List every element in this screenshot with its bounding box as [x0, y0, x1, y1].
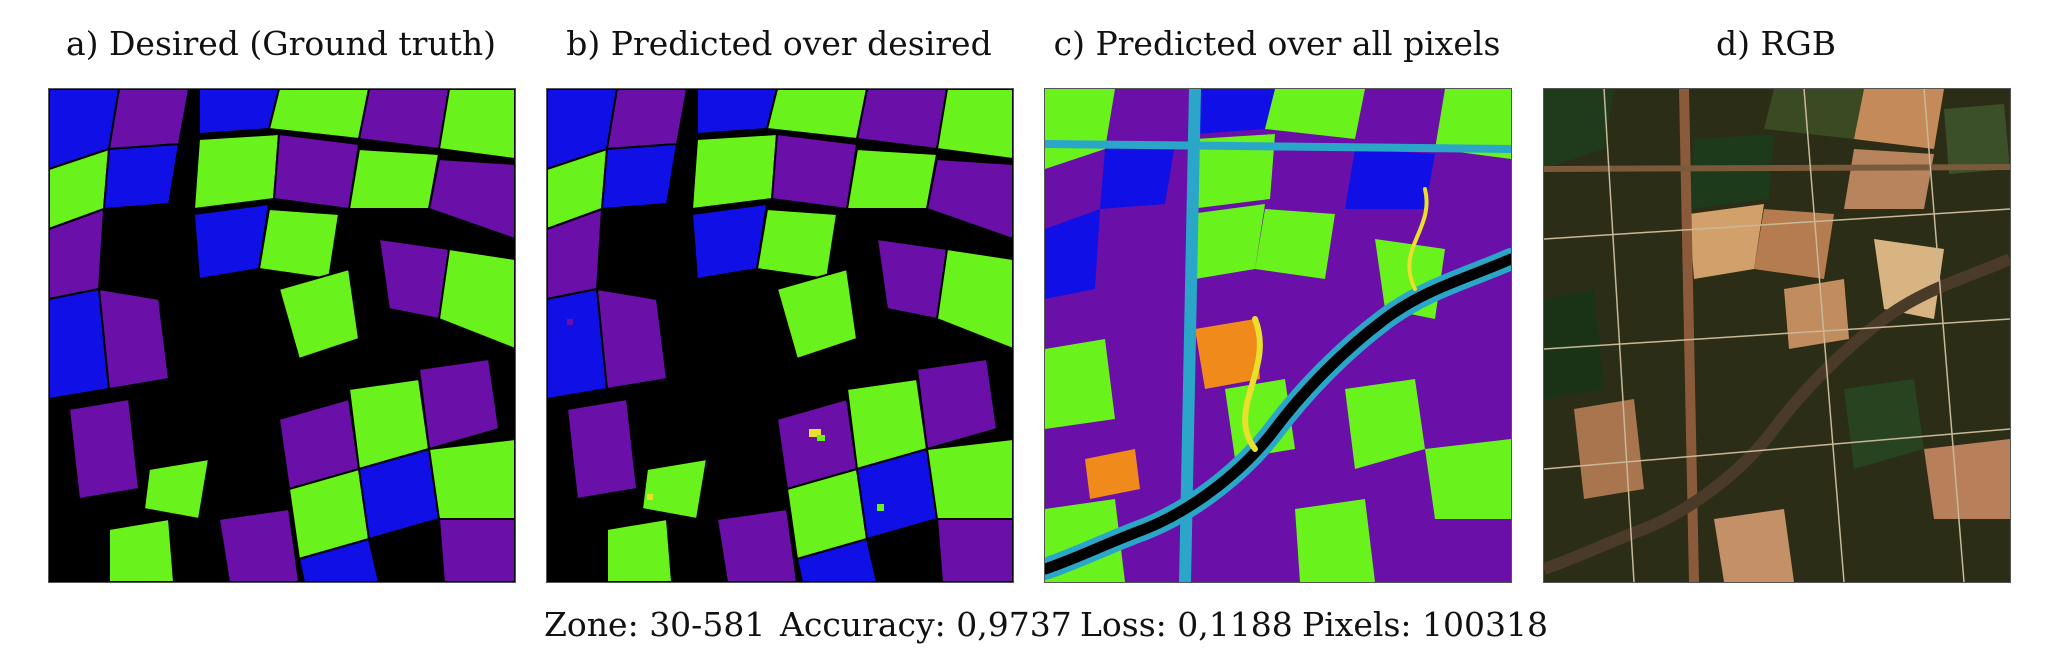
zone-label: Zone: 30-581 — [544, 605, 766, 644]
pixels-label: Pixels: 100318 — [1302, 605, 1548, 644]
predicted-all-pixels-map — [1044, 88, 1512, 583]
predicted-over-desired-map — [546, 88, 1014, 583]
ground-truth-map — [48, 88, 516, 583]
accuracy-label: Accuracy: 0,9737 — [780, 605, 1072, 644]
loss-label: Loss: 0,1188 — [1080, 605, 1293, 644]
panel-title-rgb: d) RGB — [1716, 24, 1836, 63]
panel-title-ground-truth: a) Desired (Ground truth) — [65, 24, 497, 63]
panel-title-predicted-over-desired: b) Predicted over desired — [566, 24, 992, 63]
rgb-image — [1543, 88, 2011, 583]
panel-title-predicted-all-pixels: c) Predicted over all pixels — [1053, 24, 1501, 63]
